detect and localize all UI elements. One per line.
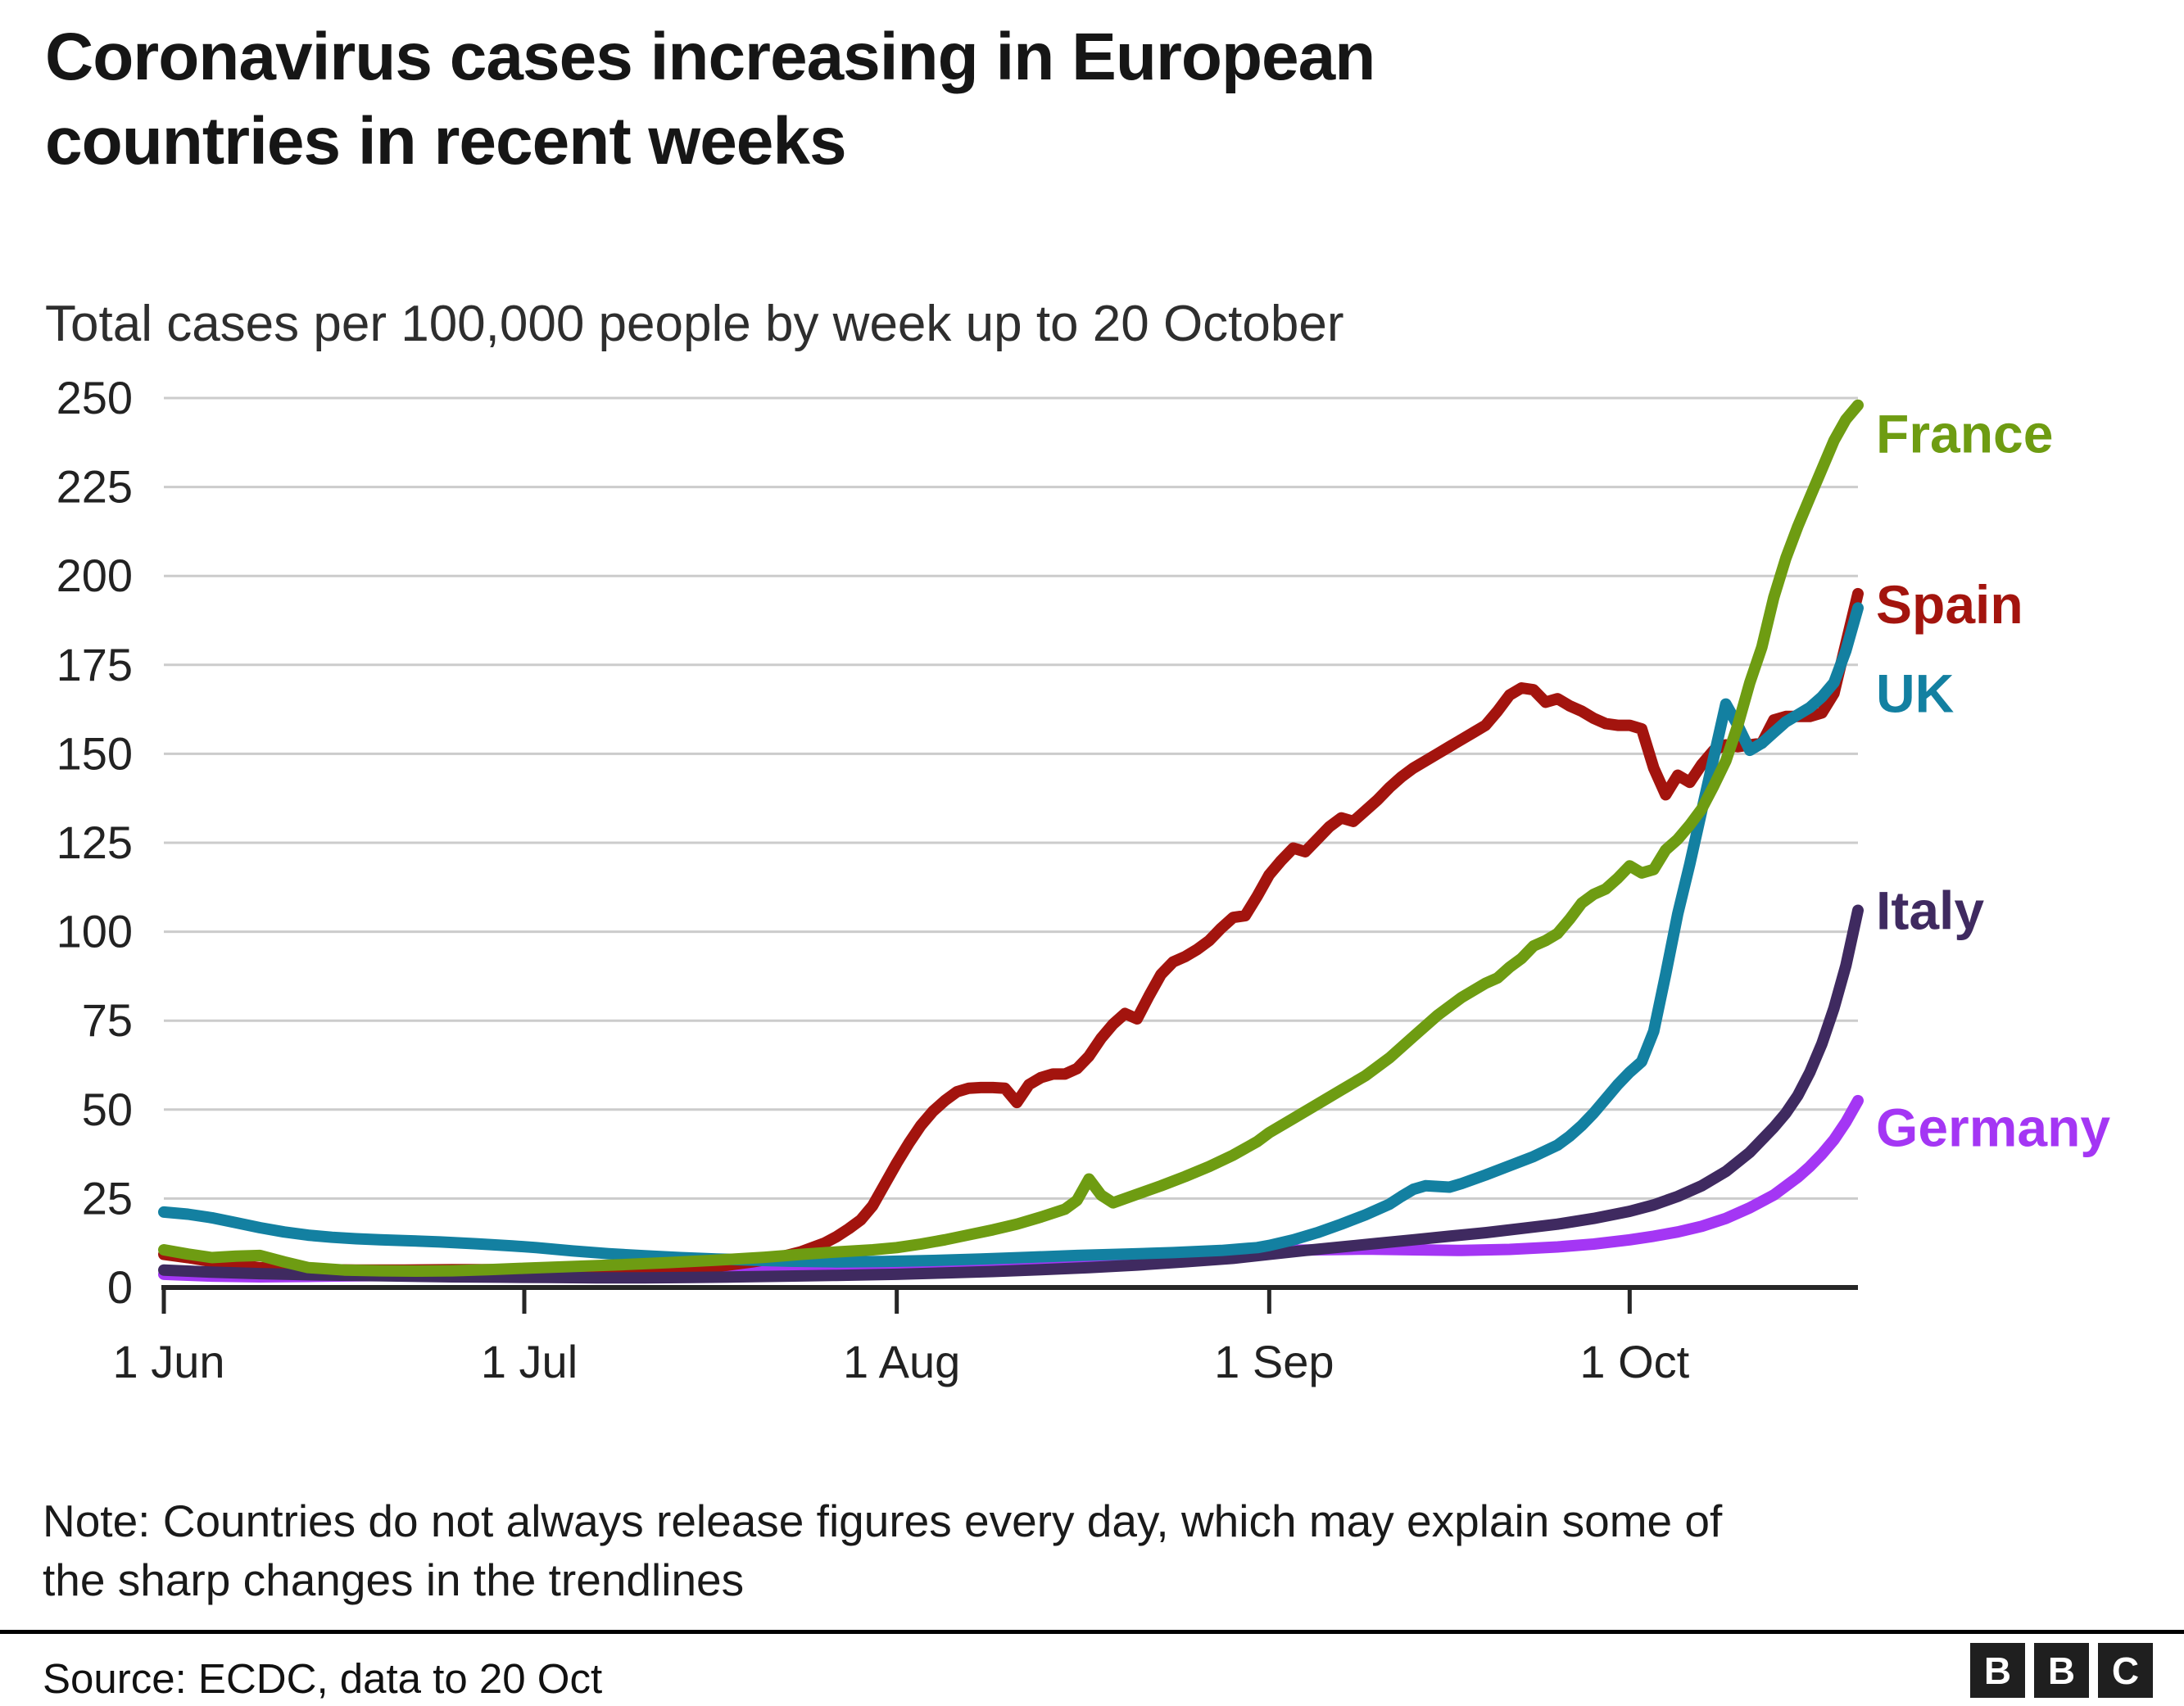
y-axis-label-225: 225 [57, 461, 133, 513]
note-line-1: Note: Countries do not always release fi… [43, 1496, 1723, 1546]
x-axis-label-1-Oct: 1 Oct [1579, 1336, 1689, 1387]
series-label-france: France [1876, 403, 2053, 464]
y-axis-label-25: 25 [82, 1172, 133, 1224]
bbc-logo-block-b1: B [1970, 1643, 2025, 1698]
page-title: Coronavirus cases increasing in European… [45, 15, 2011, 184]
y-axis-label-75: 75 [82, 994, 133, 1046]
y-axis-label-50: 50 [82, 1084, 133, 1135]
series-line-france [158, 399, 1864, 1277]
footer-divider [0, 1630, 2184, 1634]
x-axis-label-1-Jul: 1 Jul [481, 1336, 578, 1387]
y-axis-label-0: 0 [107, 1261, 133, 1313]
title-line-1: Coronavirus cases increasing in European [45, 20, 1375, 94]
y-axis-label-125: 125 [57, 817, 133, 868]
x-axis-label-1-Aug: 1 Aug [843, 1336, 960, 1387]
y-axis-label-200: 200 [57, 550, 133, 601]
series-label-uk: UK [1876, 663, 1955, 724]
series-label-spain: Spain [1876, 574, 2023, 635]
series-line-italy [158, 904, 1864, 1284]
y-axis-label-250: 250 [57, 372, 133, 423]
chart-note: Note: Countries do not always release fi… [43, 1492, 2074, 1609]
y-axis-label-100: 100 [57, 906, 133, 957]
title-line-2: countries in recent weeks [45, 104, 847, 179]
series-label-germany: Germany [1876, 1097, 2110, 1158]
series-line-uk [158, 602, 1864, 1268]
bbc-logo-block-c: C [2098, 1643, 2153, 1698]
series-label-italy: Italy [1876, 880, 1984, 941]
bbc-logo-block-b2: B [2034, 1643, 2089, 1698]
y-axis-label-150: 150 [57, 727, 133, 779]
series-line-germany [158, 1094, 1864, 1283]
x-axis-label-1-Sep: 1 Sep [1214, 1336, 1334, 1387]
page-subtitle: Total cases per 100,000 people by week u… [45, 296, 1344, 352]
note-line-2: the sharp changes in the trendlines [43, 1554, 745, 1605]
y-axis-label-175: 175 [57, 639, 133, 690]
bbc-logo: B B C [1970, 1643, 2153, 1698]
source-text: Source: ECDC, data to 20 Oct [43, 1655, 603, 1702]
x-axis-label-1-Jun: 1 Jun [113, 1336, 225, 1387]
